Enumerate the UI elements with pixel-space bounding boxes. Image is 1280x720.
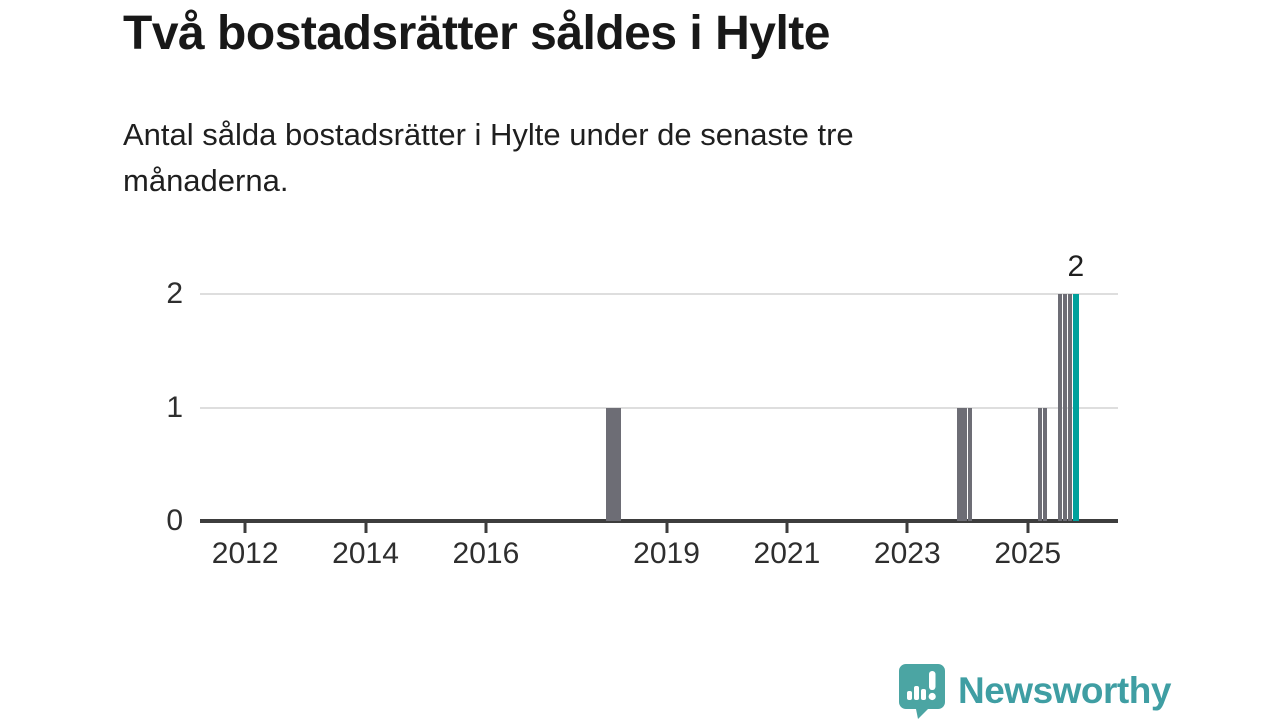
mini-bar-3 (921, 689, 926, 700)
bar (1037, 407, 1043, 521)
bar (1067, 294, 1073, 521)
y-axis-label: 1 (166, 390, 183, 424)
x-axis-tick (905, 523, 909, 533)
mini-bar-1 (907, 691, 912, 700)
bar (616, 407, 621, 521)
x-axis-tick (243, 523, 247, 533)
bar (1057, 294, 1063, 521)
exclamation-dot (928, 692, 936, 701)
x-axis-label: 2014 (332, 537, 399, 570)
bar (611, 407, 616, 521)
mini-bar-2 (914, 686, 919, 700)
exclamation-stem (929, 671, 936, 690)
newsworthy-logo-text: Newsworthy (958, 670, 1171, 711)
x-axis-label: 2016 (452, 537, 520, 570)
chart-subtitle: Antal sålda bostadsrätter i Hylte under … (123, 112, 854, 204)
bar (606, 407, 611, 521)
highlight-bar (1072, 294, 1079, 521)
x-axis-tick (785, 523, 789, 533)
bar (957, 407, 963, 521)
x-axis-tick (364, 523, 368, 533)
x-axis-line (200, 519, 1118, 523)
subtitle-line: Antal sålda bostadsrätter i Hylte under … (123, 117, 854, 152)
x-axis-tick (665, 523, 669, 533)
gridline (200, 406, 1118, 409)
gridline (200, 293, 1118, 295)
y-axis-label: 2 (166, 277, 183, 310)
newsworthy-chart-bubble-icon (899, 664, 945, 719)
bar (962, 407, 968, 521)
x-axis-tick (1026, 523, 1030, 533)
x-axis-label: 2012 (211, 537, 279, 570)
bar-value-label: 2 (1067, 250, 1085, 283)
plot-area: 0 1 2 2012 2014 2016 2019 2021 2023 2025 2 (166, 252, 1118, 570)
x-axis-label: 2021 (753, 537, 821, 570)
x-axis-label: 2023 (873, 537, 941, 570)
bar (1062, 294, 1068, 521)
x-axis-label: 2025 (994, 537, 1062, 570)
subtitle-line: månaderna. (123, 163, 289, 198)
bar (1042, 407, 1048, 521)
bar (967, 407, 973, 521)
x-axis-label: 2019 (633, 537, 700, 570)
x-axis-tick (484, 523, 488, 533)
page-title: Två bostadsrätter såldes i Hylte (123, 7, 830, 60)
y-axis-label: 0 (166, 504, 183, 537)
newsworthy-logo[interactable]: Newsworthy (898, 663, 1171, 719)
